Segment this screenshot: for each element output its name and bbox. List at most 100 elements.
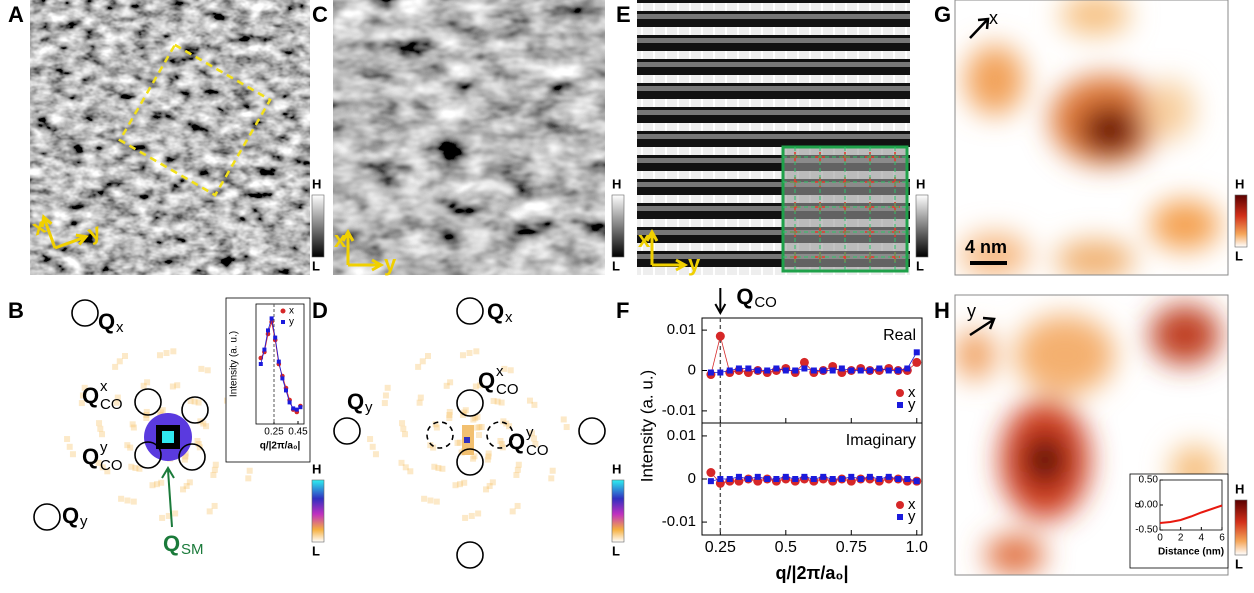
annotation-sub: CO xyxy=(754,294,777,311)
peak-circle xyxy=(486,421,514,449)
arrow-label: x xyxy=(989,8,998,28)
panel-title: Real xyxy=(883,327,916,344)
fft-pixel xyxy=(200,420,207,427)
fft-pixel xyxy=(367,436,374,443)
fft-pixel xyxy=(130,498,137,505)
fft-pixel xyxy=(143,414,150,421)
colorbar xyxy=(311,479,325,543)
fft-pixel xyxy=(97,425,104,432)
heat-blob xyxy=(965,45,1025,115)
point xyxy=(782,367,789,374)
fft-pixel xyxy=(531,401,538,408)
xy-axes: xy xyxy=(334,227,397,276)
colorbar xyxy=(1234,194,1248,248)
fft-pixel xyxy=(472,383,479,390)
fft-pixel xyxy=(530,435,537,442)
heat-map xyxy=(954,0,1229,276)
fft-pixel xyxy=(446,408,453,415)
point xyxy=(284,388,288,393)
panel-label: G xyxy=(934,2,951,27)
legend-label: x xyxy=(908,496,916,513)
fft-pixel xyxy=(417,394,424,401)
point xyxy=(764,476,771,482)
inset-bg xyxy=(225,297,311,463)
stm-image xyxy=(30,0,310,275)
point xyxy=(895,476,902,482)
q-label-sub: CO xyxy=(496,381,519,398)
fft-pixel xyxy=(454,439,461,446)
fft-pixel xyxy=(490,397,497,404)
x-tick-label: 0.25 xyxy=(264,427,284,438)
point xyxy=(726,367,733,374)
fft-pixel xyxy=(526,397,533,404)
fft-pixel xyxy=(183,482,190,489)
q-label-sub: x xyxy=(505,309,513,326)
colorbar-high: H xyxy=(916,176,925,191)
colorbar-low: L xyxy=(1235,248,1243,263)
point xyxy=(735,365,742,372)
fft-pixel xyxy=(419,358,426,365)
fft-pixel xyxy=(163,350,170,357)
fft-pixel xyxy=(402,431,409,438)
fft-pixel xyxy=(372,451,379,458)
x-tick-label: 4 xyxy=(1199,533,1205,544)
x-tick-label: 0.25 xyxy=(705,539,736,556)
q-label: Q xyxy=(82,444,99,469)
panel-label: E xyxy=(616,2,631,27)
peak-circle xyxy=(134,441,162,469)
fft-pixel xyxy=(191,398,198,405)
point xyxy=(269,316,274,321)
fft-pixel xyxy=(439,465,446,472)
fft-pixel xyxy=(548,475,555,482)
fft-pixel xyxy=(485,453,492,460)
fft-pixel xyxy=(112,363,119,370)
x-axis-label: Distance (nm) xyxy=(1158,547,1224,558)
fft-pixel xyxy=(500,418,507,425)
heat-blob xyxy=(1080,105,1140,155)
fft-pixel xyxy=(514,466,521,473)
point xyxy=(298,405,303,410)
fft-pixel xyxy=(156,352,163,359)
fft-pixel xyxy=(514,502,521,509)
fft-pixel xyxy=(186,479,193,486)
point xyxy=(764,367,771,374)
fft-pixel xyxy=(532,440,539,447)
point xyxy=(280,376,285,381)
xy-arrow xyxy=(645,228,689,272)
q-label-sub: CO xyxy=(526,442,549,459)
fft-pixel xyxy=(158,479,165,486)
point xyxy=(810,367,817,374)
y-tick-label: 0 xyxy=(688,470,696,487)
scale-label: 4 nm xyxy=(965,237,1007,257)
fft-pixel xyxy=(121,353,128,360)
y-axis-label: Intensity (a. u.) xyxy=(637,370,656,482)
fft-pixel xyxy=(399,420,406,427)
frame xyxy=(954,0,1229,276)
panel-label: B xyxy=(8,298,24,323)
fft-pixel xyxy=(466,350,473,357)
series-line xyxy=(1159,504,1223,524)
y-tick-label: 0.00 xyxy=(1139,500,1159,511)
colorbar-high: H xyxy=(1235,176,1244,191)
point xyxy=(266,328,270,333)
fft-pixel xyxy=(127,444,134,451)
fft-pixel xyxy=(169,383,176,390)
panel-label: C xyxy=(312,2,328,27)
x-tick-label: 0 xyxy=(1157,533,1163,544)
fft-pixel xyxy=(382,392,389,399)
fft-pixel xyxy=(118,495,125,502)
point xyxy=(717,369,724,376)
q-label: Q xyxy=(487,299,504,324)
fft-pixel xyxy=(456,439,463,446)
heat-blob xyxy=(1150,200,1220,250)
fft-pixel xyxy=(95,459,102,466)
colorbar-low: L xyxy=(312,543,320,558)
peak-circle xyxy=(456,389,484,417)
fft-pixel xyxy=(431,463,438,470)
fft-pixel xyxy=(64,436,71,443)
colorbar-low: L xyxy=(612,258,620,273)
fft-pixel xyxy=(144,379,151,386)
fft-pixel xyxy=(136,465,143,472)
y-tick-label: 0.01 xyxy=(667,427,696,444)
